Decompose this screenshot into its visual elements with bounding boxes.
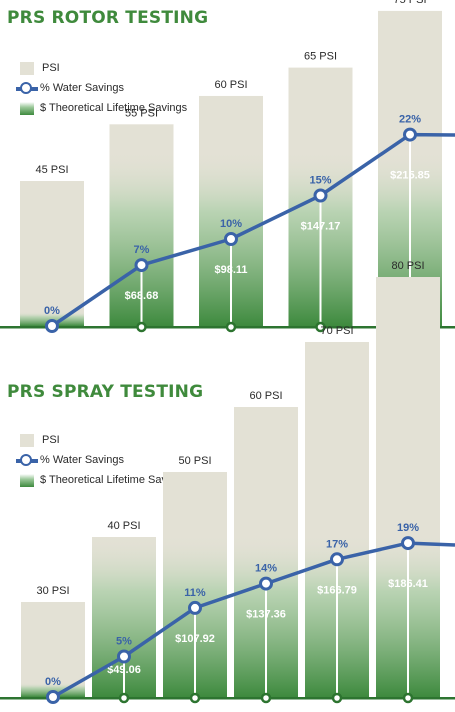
percent-label: 0% [44, 305, 60, 317]
percent-label: 17% [326, 538, 348, 550]
line-swatch [16, 453, 38, 467]
water-point [403, 127, 417, 142]
chart-title: PRS SPRAY TESTING [7, 382, 204, 402]
savings-label: $98.11 [214, 264, 247, 276]
chart-title: PRS ROTOR TESTING [7, 8, 209, 28]
savings-swatch [20, 101, 34, 115]
percent-label: 19% [397, 522, 419, 534]
savings-label: $137.36 [246, 609, 286, 621]
legend-item-water: % Water Savings [16, 81, 124, 95]
psi-swatch [20, 433, 34, 447]
water-point [46, 690, 60, 704]
water-savings-line [51, 132, 455, 328]
rotor-testing-panel: PRS ROTOR TESTING PSI % Water Savings $ … [0, 0, 455, 333]
percent-label: 22% [399, 114, 421, 126]
legend-label-psi: PSI [42, 62, 60, 74]
legend-label-water: % Water Savings [40, 454, 124, 466]
water-point [401, 536, 415, 551]
base-dot [189, 692, 201, 704]
percent-label: 14% [255, 563, 277, 575]
water-point [330, 552, 344, 567]
base-dot [315, 321, 326, 333]
savings-label: $147.17 [301, 221, 341, 233]
savings-label: $49.06 [107, 664, 141, 676]
percent-label: 15% [309, 175, 331, 187]
water-point [313, 188, 328, 203]
psi-swatch [20, 61, 34, 75]
savings-label: $215.85 [390, 170, 430, 182]
savings-swatch [20, 473, 34, 487]
base-dot [260, 692, 272, 704]
water-point [259, 576, 273, 591]
base-dot [136, 321, 147, 333]
psi-label: 80 PSI [391, 260, 424, 272]
base-dot [118, 692, 130, 704]
legend-label-psi: PSI [42, 434, 60, 446]
spray-testing-panel: PRS SPRAY TESTING PSI % Water Savings $ … [0, 260, 455, 712]
legend-item-psi: PSI [20, 433, 60, 447]
savings-label: $186.41 [388, 578, 428, 590]
savings-label: $107.92 [175, 633, 215, 645]
percent-label: 5% [116, 636, 132, 648]
percent-label: 7% [134, 244, 150, 256]
psi-label: 65 PSI [304, 51, 337, 63]
baseline [0, 697, 455, 700]
psi-label: 55 PSI [125, 107, 158, 119]
savings-label: $166.79 [317, 584, 357, 596]
water-point [45, 319, 59, 333]
psi-label: 75 PSI [393, 0, 426, 6]
percent-label: 0% [45, 676, 61, 688]
legend-item-savings: $ Theoretical Lifetime Savings [20, 101, 187, 115]
water-point [117, 649, 131, 664]
legend-item-water: % Water Savings [16, 453, 124, 467]
psi-label: 60 PSI [249, 390, 282, 402]
water-point [188, 600, 202, 615]
psi-label: 45 PSI [35, 164, 68, 176]
legend-label-water: % Water Savings [40, 82, 124, 94]
base-dot [402, 692, 414, 704]
legend-label-savings: $ Theoretical Lifetime Savings [40, 102, 188, 114]
spray-chart: 30 PSI 40 PSI 50 PSI 60 PSI 70 PSI 80 PSI $49.… [0, 260, 455, 704]
water-point [224, 232, 238, 246]
savings-label: $68.68 [125, 290, 159, 302]
psi-label: 70 PSI [320, 325, 353, 337]
legend-item-psi: PSI [20, 61, 60, 75]
psi-bar [20, 181, 84, 326]
legend-item-savings: $ Theoretical Lifetime Savings [20, 473, 187, 487]
psi-bar [21, 602, 85, 697]
percent-label: 11% [184, 587, 206, 599]
legend-label-savings: $ Theoretical Lifetime Savings [40, 474, 188, 486]
psi-label: 60 PSI [214, 79, 247, 91]
base-dot [225, 321, 237, 333]
water-point [134, 258, 149, 273]
line-swatch [16, 81, 38, 95]
rotor-chart: 45 PSI 55 PSI 60 PSI 65 PSI 75 PSI $68.68 $98.… [0, 0, 455, 333]
psi-label: 30 PSI [36, 585, 69, 597]
percent-label: 10% [220, 218, 242, 230]
psi-label: 40 PSI [107, 520, 140, 532]
psi-label: 50 PSI [178, 455, 211, 467]
base-dot [331, 692, 343, 704]
